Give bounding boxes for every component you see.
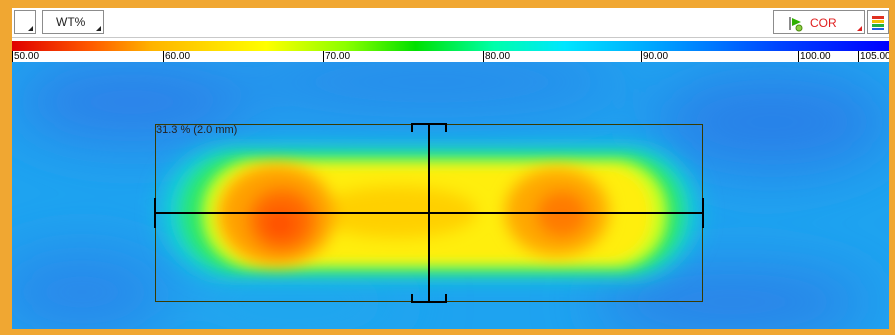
view-menu-dropdown[interactable] xyxy=(14,10,36,34)
measure-mode-label: WT% xyxy=(56,15,86,29)
viewer-panel: WT% COR 50. xyxy=(12,8,889,329)
scale-tick-label: 50.00 xyxy=(12,51,41,62)
measure-mode-dropdown[interactable]: WT% xyxy=(42,10,104,34)
scale-tick-label: 80.00 xyxy=(483,51,512,62)
toolbar: WT% COR xyxy=(12,8,889,38)
scale-tick-label: 70.00 xyxy=(323,51,352,62)
roi-measurement-label: 31.3 % (2.0 mm) xyxy=(156,124,238,136)
scale-tick-label: 105.00 xyxy=(858,51,889,62)
dropdown-arrow-icon xyxy=(96,26,101,31)
dropdown-arrow-icon xyxy=(28,26,33,31)
palette-button[interactable] xyxy=(867,10,889,34)
color-scale-bar xyxy=(12,41,889,51)
cor-dropdown[interactable]: COR xyxy=(773,10,865,34)
bottom-handle[interactable] xyxy=(411,294,447,303)
palette-icon xyxy=(872,16,884,30)
scale-tick-label: 100.00 xyxy=(798,51,832,62)
roi-overlay[interactable] xyxy=(12,62,889,329)
scale-tick-label: 60.00 xyxy=(163,51,192,62)
top-handle[interactable] xyxy=(411,123,447,132)
cor-label: COR xyxy=(810,16,837,30)
flag-icon xyxy=(789,17,803,32)
scale-tick-label: 90.00 xyxy=(641,51,670,62)
dropdown-arrow-icon xyxy=(857,26,862,31)
